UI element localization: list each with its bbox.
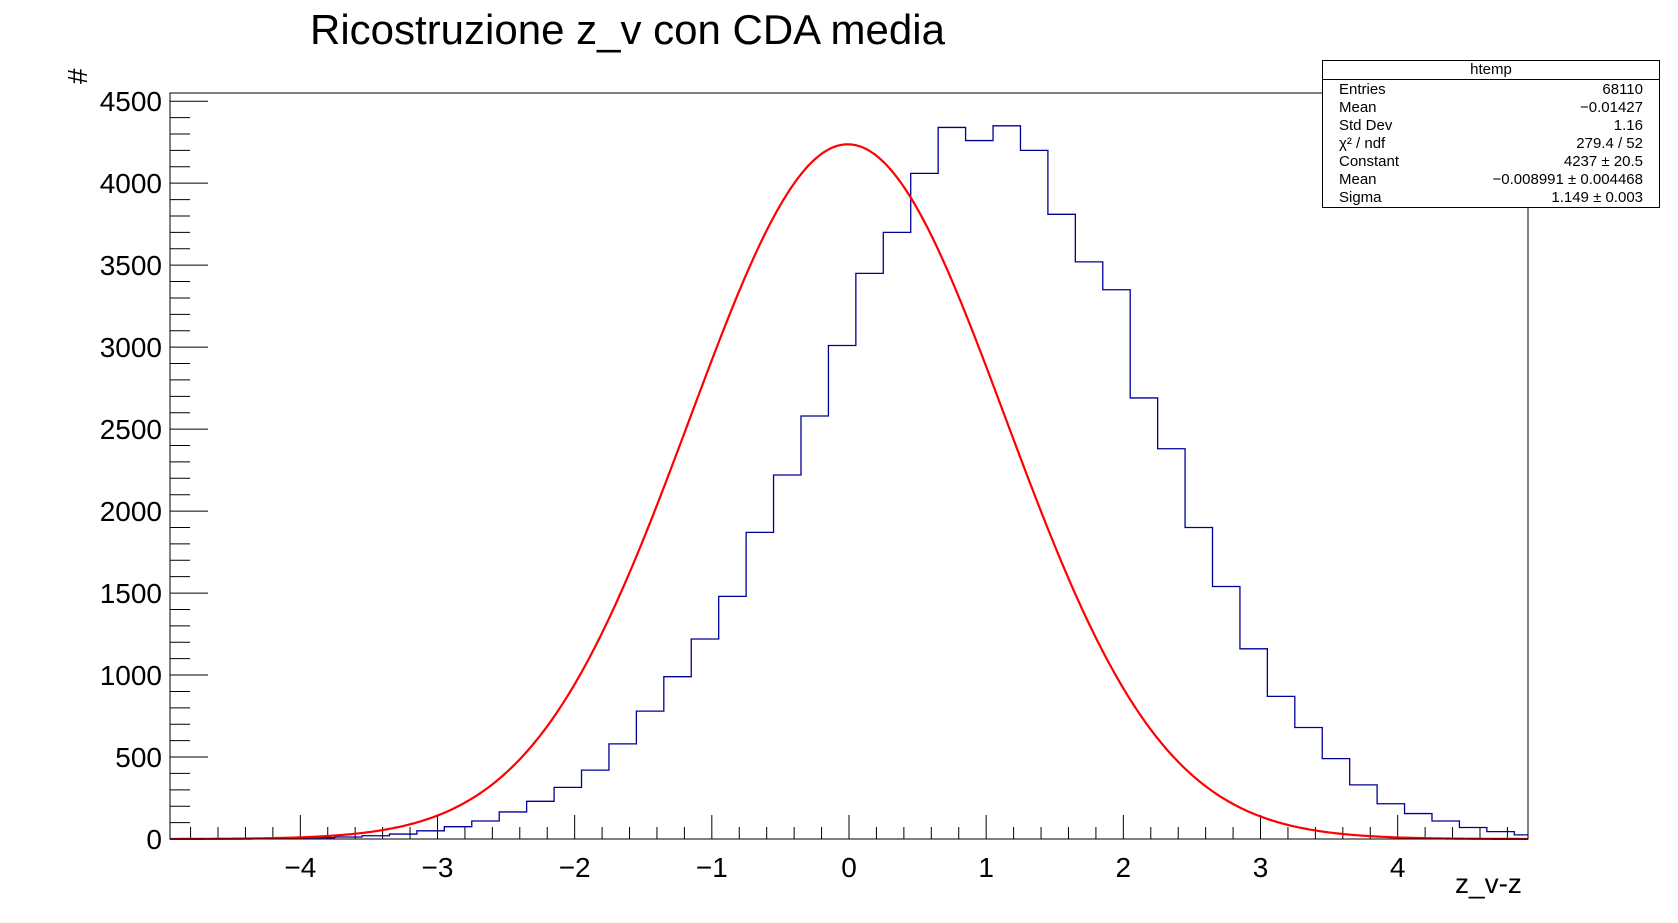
histogram-bin — [472, 821, 499, 839]
stats-value: −0.008991 ± 0.004468 — [1492, 171, 1643, 188]
histogram-bin — [664, 677, 691, 839]
y-tick-label: 3500 — [100, 250, 162, 281]
x-tick-label: −1 — [696, 852, 728, 883]
histogram-bin — [966, 141, 993, 839]
histogram-bin — [554, 787, 581, 839]
y-tick-label: 1500 — [100, 578, 162, 609]
stats-value: 279.4 / 52 — [1576, 135, 1643, 152]
stats-row-chi2: χ² / ndf 279.4 / 52 — [1323, 135, 1659, 153]
histogram-bin — [828, 345, 855, 839]
stats-label: Sigma — [1339, 189, 1382, 206]
stats-row-mean: Mean −0.01427 — [1323, 99, 1659, 117]
histogram-bin — [1103, 290, 1130, 839]
histogram-bin — [1405, 814, 1432, 839]
x-tick-label: −2 — [559, 852, 591, 883]
y-tick-label: 1000 — [100, 660, 162, 691]
histogram-bin — [1322, 759, 1349, 839]
stats-value: 1.16 — [1613, 117, 1643, 134]
tick-labels: 0 500 1000 1500 2000 2500 3000 3500 4000 4500 −4 −3… — [100, 86, 1406, 883]
stats-value: 1.149 ± 0.003 — [1551, 189, 1643, 206]
histogram-bin — [1048, 214, 1075, 839]
y-tick-label: 2000 — [100, 496, 162, 527]
histogram-bin — [1267, 696, 1294, 839]
stats-label: χ² / ndf — [1339, 135, 1386, 152]
axis-ticks — [170, 100, 1508, 840]
stats-label: Entries — [1339, 81, 1386, 98]
histogram-bin — [993, 126, 1020, 839]
x-tick-label: 2 — [1116, 852, 1132, 883]
y-axis-label: # — [62, 68, 93, 84]
y-tick-label: 4500 — [100, 86, 162, 117]
stats-row-stddev: Std Dev 1.16 — [1323, 117, 1659, 135]
histogram-bin — [389, 834, 416, 839]
stats-row-fit-mean: Mean −0.008991 ± 0.004468 — [1323, 171, 1659, 189]
stats-value: 4237 ± 20.5 — [1563, 153, 1643, 170]
histogram-bin — [883, 232, 910, 839]
y-tick-label: 500 — [115, 742, 162, 773]
histogram-bin — [1075, 262, 1102, 839]
histogram-bin — [1350, 785, 1377, 839]
histogram-bin — [691, 639, 718, 839]
histogram-bin — [938, 127, 965, 839]
x-axis-label: z_v-z — [1455, 868, 1522, 899]
histogram-bin — [1130, 398, 1157, 839]
histogram-outline — [170, 125, 1528, 840]
histogram-bin — [1459, 828, 1486, 839]
histogram-bin — [856, 273, 883, 839]
stats-label: Mean — [1339, 99, 1377, 116]
stats-label: Std Dev — [1339, 117, 1393, 134]
histogram-bin — [801, 416, 828, 839]
x-tick-label: 1 — [978, 852, 994, 883]
histogram-bin — [636, 711, 663, 839]
histogram-bin — [719, 596, 746, 839]
stats-row-entries: Entries 68110 — [1323, 81, 1659, 99]
x-tick-label: 0 — [841, 852, 857, 883]
histogram-bin — [774, 475, 801, 839]
stats-row-constant: Constant 4237 ± 20.5 — [1323, 153, 1659, 171]
stats-value: 68110 — [1602, 81, 1643, 98]
stats-value: −0.01427 — [1580, 99, 1643, 116]
histogram-bin — [911, 173, 938, 839]
fit-layer — [170, 143, 1529, 841]
y-tick-label: 2500 — [100, 414, 162, 445]
histogram-bin — [746, 532, 773, 839]
y-tick-label: 3000 — [100, 332, 162, 363]
histogram-bin — [444, 827, 471, 839]
x-tick-label: −3 — [422, 852, 454, 883]
y-tick-label: 4000 — [100, 168, 162, 199]
stats-row-sigma: Sigma 1.149 ± 0.003 — [1323, 189, 1659, 207]
chart-title: Ricostruzione z_v con CDA media — [310, 6, 945, 53]
histogram-bin — [527, 801, 554, 839]
plot-frame — [169, 92, 1529, 840]
histogram-bin — [1377, 804, 1404, 839]
y-tick-label: 0 — [146, 824, 162, 855]
stats-box-title: htemp — [1323, 61, 1659, 80]
histogram-bin — [1432, 821, 1459, 839]
x-tick-label: 3 — [1253, 852, 1269, 883]
gaussian-fit-curve — [170, 143, 1529, 841]
histogram-layer — [170, 125, 1528, 840]
x-tick-label: −4 — [284, 852, 316, 883]
histogram-bin — [1295, 728, 1322, 839]
histogram-bin — [499, 812, 526, 839]
histogram-bin — [1185, 527, 1212, 839]
stats-box: htemp Entries 68110 Mean −0.01427 Std De… — [1322, 60, 1660, 208]
histogram-bin — [1158, 449, 1185, 839]
stats-label: Mean — [1339, 171, 1377, 188]
histogram-bin — [609, 744, 636, 839]
x-tick-label: 4 — [1390, 852, 1406, 883]
stats-label: Constant — [1339, 153, 1400, 170]
histogram-bin — [417, 831, 444, 839]
histogram-bin — [582, 770, 609, 839]
